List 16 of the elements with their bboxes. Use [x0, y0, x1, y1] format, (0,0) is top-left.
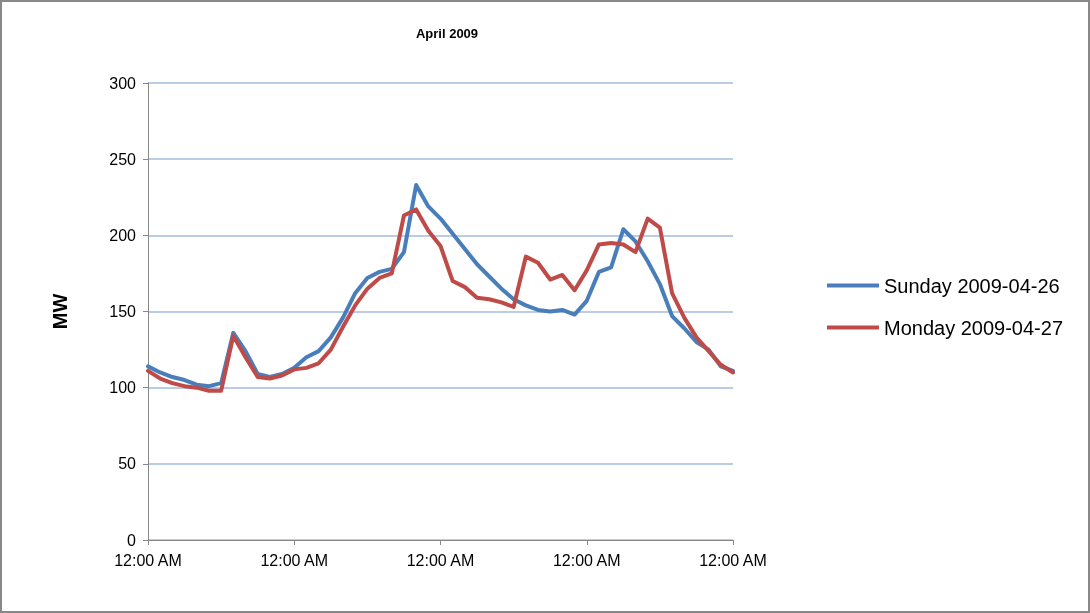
y-tick-label: 150 [109, 303, 137, 320]
y-tick-label: 100 [109, 379, 137, 397]
x-tick-label: 12:00 AM [260, 551, 329, 569]
x-tick-label: 12:00 AM [552, 551, 621, 569]
y-tick-label: 300 [109, 74, 137, 92]
y-axis-title: MW [49, 293, 71, 330]
y-tick-label: 0 [127, 531, 137, 549]
chart-title: April 2009 [415, 26, 479, 41]
y-tick-label: 50 [118, 455, 137, 473]
legend-label: Sunday 2009-04-26 [883, 274, 1060, 297]
y-tick-label: 200 [109, 226, 137, 244]
y-tick-label: 250 [109, 150, 137, 168]
x-tick-label: 12:00 AM [406, 551, 475, 569]
x-tick-label: 12:00 AM [699, 551, 767, 569]
x-tick-label: 12:00 AM [114, 551, 182, 569]
legend-label: Monday 2009-04-27 [883, 316, 1063, 339]
